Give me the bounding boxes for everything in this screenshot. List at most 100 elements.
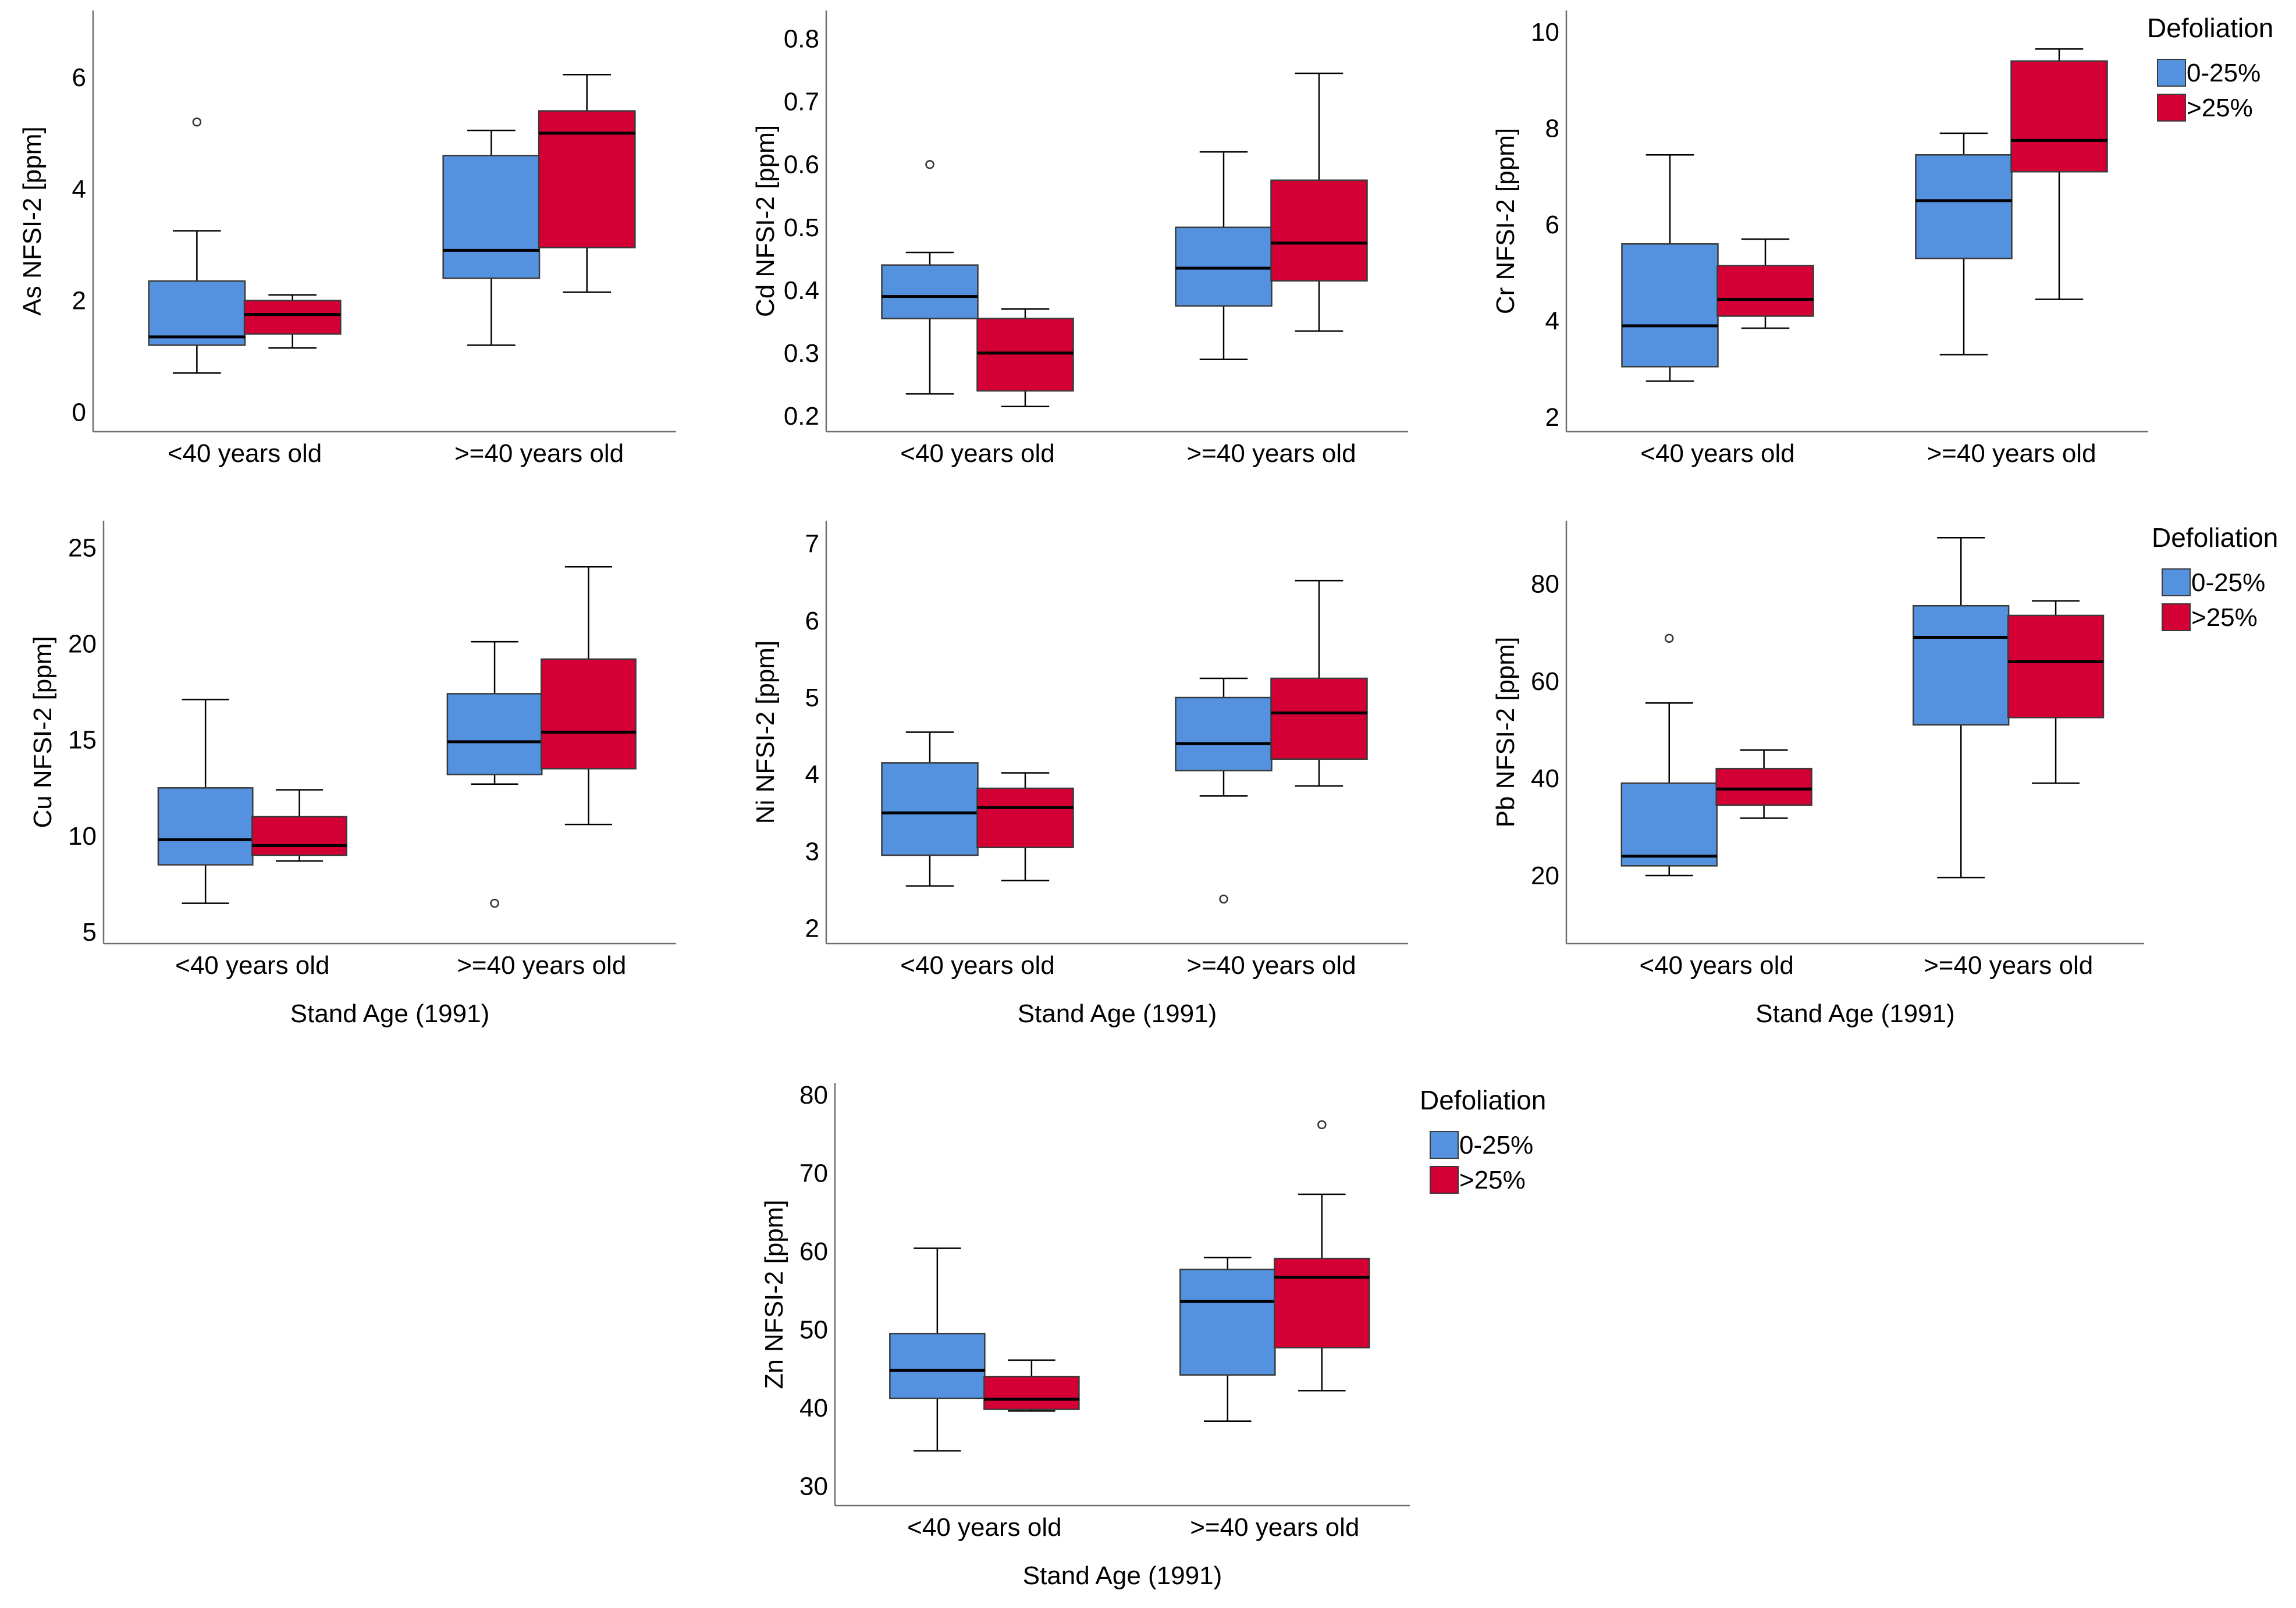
y-axis-label: Cr NFSI-2 [ppm] <box>1491 128 1520 314</box>
box-young-high-defoliation <box>983 1359 1080 1412</box>
x-tick-label: <40 years old <box>1639 951 1793 980</box>
iqr-box <box>157 787 254 866</box>
iqr-box <box>1270 677 1368 760</box>
y-axis-label: Cd NFSI-2 [ppm] <box>751 125 780 317</box>
x-tick-label: >=40 years old <box>1190 1513 1359 1542</box>
panel-cd: 0.2 0.3 0.4 0.5 0.6 0.7 0.8 Cd NFSI-2 [ppm] <40 … <box>751 10 1408 468</box>
box-old-high-defoliation <box>1274 1120 1370 1392</box>
y-tick-label: 40 <box>799 1394 828 1422</box>
y-tick-label: 2 <box>72 287 86 315</box>
y-tick-label: 60 <box>1531 667 1559 696</box>
y-tick-label: 6 <box>72 63 86 92</box>
panel-cu: 5 10 15 20 25 Cu NFSI-2 [ppm] <40 years old >=4… <box>29 521 676 1028</box>
iqr-box <box>881 762 979 856</box>
y-axis-label: As NFSI-2 [ppm] <box>18 126 47 315</box>
x-tick-label: >=40 years old <box>457 951 626 980</box>
y-tick-label: 25 <box>68 533 97 562</box>
y-axis-label: Ni NFSI-2 [ppm] <box>751 641 780 824</box>
x-tick-label: <40 years old <box>900 439 1054 468</box>
box-old-high-defoliation <box>1270 72 1368 332</box>
y-tick-label: 0.8 <box>784 25 819 54</box>
y-tick-label: 6 <box>805 607 819 635</box>
box-young-low-defoliation <box>881 731 979 887</box>
outlier-point <box>490 898 499 908</box>
x-tick-label: <40 years old <box>907 1513 1061 1542</box>
outlier-point <box>192 118 202 127</box>
box-old-high-defoliation <box>541 566 637 826</box>
iqr-box <box>541 658 637 770</box>
y-tick-label: 2 <box>805 915 819 943</box>
y-tick-label: 15 <box>68 726 97 755</box>
box-young-low-defoliation <box>881 159 979 395</box>
box-young-high-defoliation <box>243 294 342 349</box>
box-young-high-defoliation <box>976 772 1074 881</box>
iqr-box <box>1274 1257 1370 1349</box>
box-old-low-defoliation <box>446 641 543 908</box>
legend-label: 0-25% <box>2187 59 2261 87</box>
legend-label: 0-25% <box>1459 1131 1533 1159</box>
box-young-low-defoliation <box>889 1247 986 1452</box>
iqr-box <box>1179 1268 1276 1376</box>
x-tick-label: <40 years old <box>1640 439 1794 468</box>
panel-pb: 20 40 60 80 Pb NFSI-2 [ppm] <40 years old >=40… <box>1491 521 2278 1028</box>
y-tick-label: 7 <box>805 530 819 558</box>
box-young-low-defoliation <box>148 118 246 374</box>
iqr-box <box>1620 782 1718 867</box>
y-tick-label: 20 <box>68 629 97 658</box>
box-old-high-defoliation <box>1270 579 1368 787</box>
iqr-box <box>881 264 979 319</box>
x-tick-label: >=40 years old <box>1186 439 1356 468</box>
legend-swatch-high <box>2162 603 2191 631</box>
legend-swatch-high <box>1430 1166 1459 1194</box>
legend-swatch-high <box>2157 94 2186 122</box>
x-axis-label: Stand Age (1991) <box>290 999 489 1028</box>
y-tick-label: 0.5 <box>784 214 819 242</box>
iqr-box <box>2007 614 2105 718</box>
x-tick-label: >=40 years old <box>1186 951 1356 980</box>
y-axis-label: Cu NFSI-2 [ppm] <box>29 636 57 828</box>
y-tick-label: 50 <box>799 1316 828 1344</box>
y-axis-label: Pb NFSI-2 [ppm] <box>1491 637 1520 828</box>
y-tick-label: 0 <box>72 398 86 426</box>
legend-label: >25% <box>2187 94 2253 122</box>
x-tick-label: <40 years old <box>175 951 329 980</box>
iqr-box <box>1270 179 1368 282</box>
box-old-low-defoliation <box>1913 536 2010 878</box>
y-tick-label: 4 <box>72 175 86 204</box>
box-young-low-defoliation <box>1621 154 1719 382</box>
y-tick-label: 6 <box>1545 211 1559 239</box>
outlier-point <box>1219 894 1228 904</box>
outlier-point <box>1665 634 1674 643</box>
legend: Defoliation 0-25% >25% <box>2147 13 2273 122</box>
y-tick-label: 10 <box>1531 18 1559 47</box>
y-tick-label: 2 <box>1545 403 1559 432</box>
iqr-box <box>2010 60 2108 173</box>
x-axis-label: Stand Age (1991) <box>1018 999 1217 1028</box>
y-tick-label: 8 <box>1545 115 1559 143</box>
x-axis-label: Stand Age (1991) <box>1023 1561 1222 1590</box>
box-young-high-defoliation <box>976 308 1074 408</box>
box-old-low-defoliation <box>1179 1257 1276 1422</box>
iqr-box <box>1715 767 1812 806</box>
y-tick-label: 4 <box>805 760 819 789</box>
y-tick-label: 70 <box>799 1159 828 1188</box>
box-old-high-defoliation <box>2010 48 2108 300</box>
box-young-high-defoliation <box>1716 238 1814 329</box>
y-tick-label: 0.4 <box>784 276 819 305</box>
box-old-low-defoliation <box>1175 677 1273 904</box>
iqr-box <box>251 816 347 856</box>
iqr-box <box>976 787 1074 849</box>
box-young-high-defoliation <box>1715 749 1812 819</box>
box-old-high-defoliation <box>538 74 636 293</box>
legend-label: >25% <box>2191 603 2258 632</box>
y-tick-label: 0.3 <box>784 339 819 368</box>
x-tick-label: <40 years old <box>900 951 1054 980</box>
iqr-box <box>243 300 342 335</box>
legend-swatch-low <box>2157 59 2186 87</box>
legend-title: Defoliation <box>2147 13 2273 43</box>
iqr-box <box>446 693 543 775</box>
y-tick-label: 5 <box>83 918 97 947</box>
iqr-box <box>148 280 246 346</box>
box-young-low-defoliation <box>157 699 254 904</box>
